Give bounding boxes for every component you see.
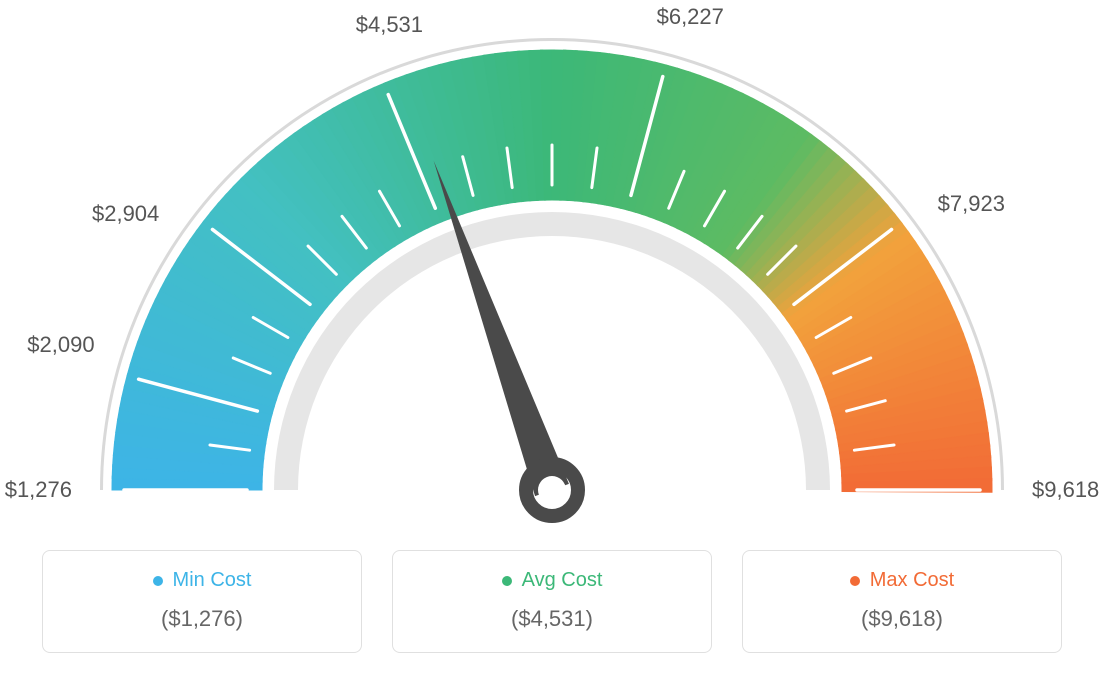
gauge-tick-label: $9,618: [1032, 477, 1099, 503]
gauge-tick-label: $1,276: [5, 477, 72, 503]
min-dot-icon: [153, 576, 163, 586]
max-cost-card: Max Cost ($9,618): [742, 550, 1062, 653]
avg-dot-icon: [502, 576, 512, 586]
avg-cost-card: Avg Cost ($4,531): [392, 550, 712, 653]
min-cost-card: Min Cost ($1,276): [42, 550, 362, 653]
cost-gauge: $1,276$2,090$2,904$4,531$6,227$7,923$9,6…: [40, 30, 1064, 550]
min-cost-value: ($1,276): [63, 606, 341, 632]
gauge-tick-label: $2,904: [92, 201, 159, 227]
max-cost-label: Max Cost: [870, 569, 954, 592]
max-dot-icon: [850, 576, 860, 586]
gauge-tick-label: $7,923: [938, 191, 1005, 217]
min-cost-label: Min Cost: [173, 569, 252, 592]
max-cost-value: ($9,618): [763, 606, 1041, 632]
gauge-tick-label: $6,227: [657, 4, 724, 30]
gauge-tick-label: $4,531: [356, 12, 423, 38]
gauge-tick-label: $2,090: [27, 332, 94, 358]
summary-cards: Min Cost ($1,276) Avg Cost ($4,531) Max …: [40, 550, 1064, 653]
avg-cost-label: Avg Cost: [522, 569, 603, 592]
gauge-svg: [40, 30, 1064, 550]
avg-cost-value: ($4,531): [413, 606, 691, 632]
